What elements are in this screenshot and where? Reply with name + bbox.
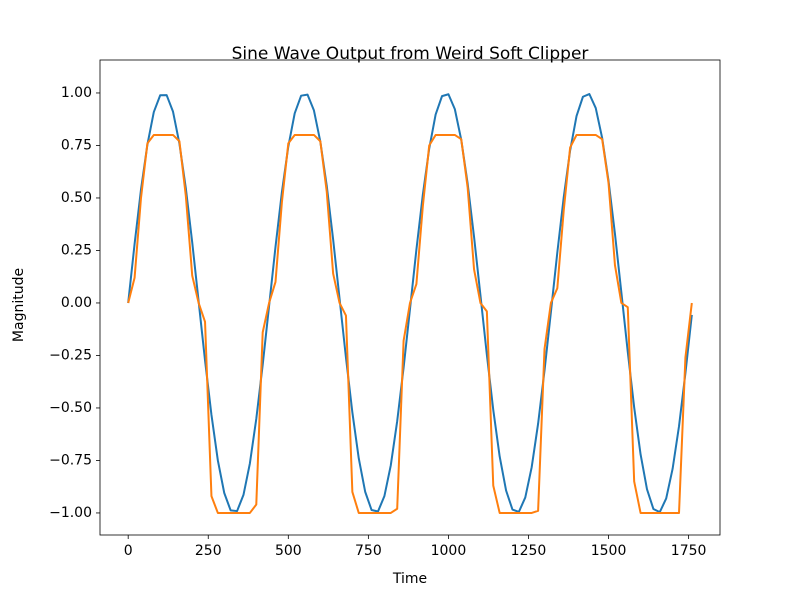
- x-axis-label: Time: [392, 571, 427, 587]
- y-tick-label: 0.25: [61, 242, 92, 258]
- x-tick-label: 1500: [591, 543, 627, 559]
- x-tick-label: 1750: [671, 543, 707, 559]
- x-tick-label: 1000: [431, 543, 467, 559]
- y-tick-label: 0.75: [61, 137, 92, 153]
- x-tick-label: 1250: [511, 543, 547, 559]
- y-tick-label: −1.00: [49, 505, 92, 521]
- x-tick-label: 500: [275, 543, 302, 559]
- x-tick-label: 750: [355, 543, 382, 559]
- y-tick-label: −0.25: [49, 347, 92, 363]
- y-tick-label: 0.50: [61, 190, 92, 206]
- x-tick-label: 250: [195, 543, 222, 559]
- x-tick-label: 0: [124, 543, 133, 559]
- y-tick-label: 0.00: [61, 295, 92, 311]
- plot-frame: [99, 59, 721, 536]
- y-tick-label: −0.50: [49, 400, 92, 416]
- line-series: [127, 133, 693, 514]
- chart-title: Sine Wave Output from Weird Soft Clipper: [232, 44, 589, 64]
- y-axis-label: Magnitude: [11, 268, 27, 342]
- y-tick-label: −0.75: [49, 452, 92, 468]
- y-tick-label: 1.00: [61, 85, 92, 101]
